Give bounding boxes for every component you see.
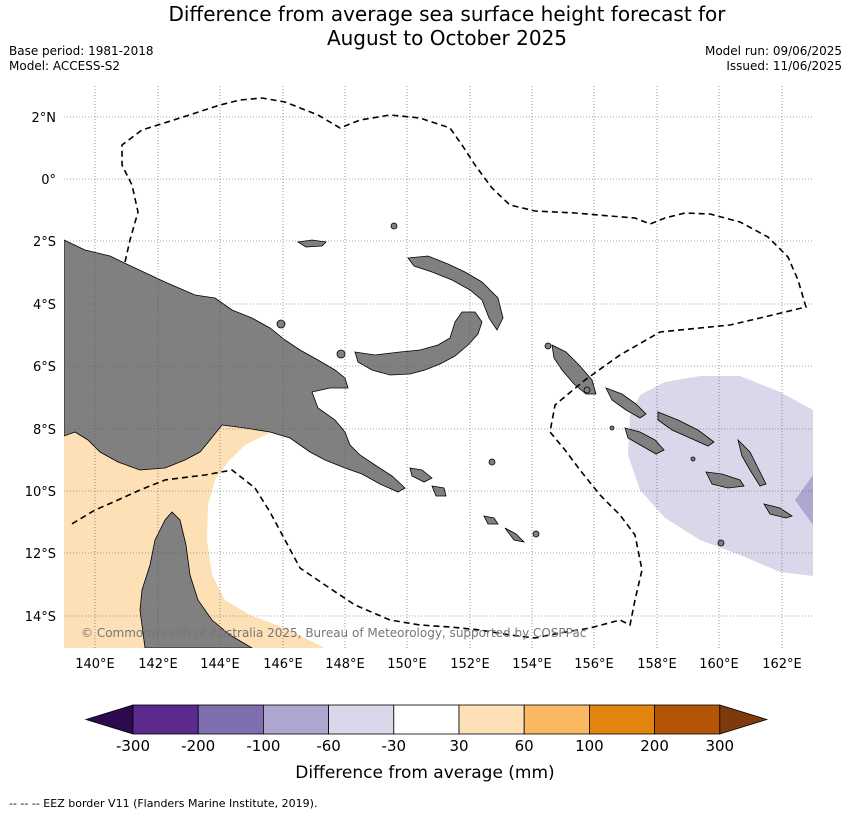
lat-label: 2°S [33, 235, 56, 250]
lon-label: 140°E [75, 657, 115, 672]
land-cape-york [139, 511, 253, 648]
title-line-2: August to October 2025 [326, 26, 568, 50]
lat-label: 6°S [33, 360, 56, 375]
colorbar-tick-label: -60 [316, 737, 341, 755]
colorbar-extend-low [84, 704, 134, 735]
gridlines [64, 86, 813, 648]
lon-label: 150°E [387, 657, 427, 672]
meta-left: Base period: 1981-2018 Model: ACCESS-S2 [9, 44, 154, 74]
colorbar-segment [262, 704, 329, 735]
lon-label: 148°E [325, 657, 365, 672]
colorbar-tick-label: -300 [116, 737, 150, 755]
colorbar-tick-label: -200 [181, 737, 215, 755]
colorbar-tick-label: 100 [575, 737, 604, 755]
latitude-labels: 2°N 0° 2°S 4°S 6°S 8°S 10°S 12°S 14°S [25, 111, 56, 625]
land-bougainville [551, 344, 597, 395]
eez-border [69, 97, 808, 639]
land-dentrecasteaux [409, 467, 433, 483]
colorbar-tick-label: 30 [449, 737, 468, 755]
colorbar-segment [393, 704, 460, 735]
footer-eez-note: -- -- -- EEZ border V11 (Flanders Marine… [9, 797, 318, 810]
map-title: Difference from average sea surface heig… [0, 2, 850, 50]
colorbar-segment [523, 704, 590, 735]
colorbar-tick-label: 300 [705, 737, 734, 755]
lon-label: 156°E [574, 657, 614, 672]
land-rossel [504, 527, 526, 543]
base-period: Base period: 1981-2018 [9, 44, 154, 58]
lon-label: 158°E [637, 657, 677, 672]
strong-negative-anomaly-region [795, 475, 813, 525]
land-new-britain [354, 311, 483, 376]
land-islet [717, 539, 725, 547]
land-solomon-malaita [737, 438, 767, 487]
lat-label: 14°S [25, 610, 56, 625]
land-islet [544, 342, 552, 350]
colorbar-segment [589, 704, 656, 735]
lon-label: 144°E [200, 657, 240, 672]
land-islet [390, 222, 398, 230]
positive-anomaly-region [64, 410, 325, 648]
meta-right: Model run: 09/06/2025 Issued: 11/06/2025 [705, 44, 842, 74]
colorbar-extend-high [719, 704, 769, 735]
title-line-1: Difference from average sea surface heig… [168, 2, 726, 26]
lon-label: 162°E [762, 657, 802, 672]
colorbar: -300 -200 -100 -60 -30 30 60 100 200 300 [84, 704, 769, 755]
model-run: Model run: 09/06/2025 [704, 44, 842, 58]
colorbar-tick-label: 60 [515, 737, 534, 755]
lat-label: 10°S [25, 485, 56, 500]
colorbar-tick-label: -100 [246, 737, 280, 755]
lon-label: 152°E [450, 657, 490, 672]
land-islet [609, 425, 615, 431]
land-islet [532, 530, 540, 538]
land-new-ireland [407, 255, 504, 331]
lon-label: 154°E [512, 657, 552, 672]
lat-label: 8°S [33, 423, 56, 438]
land-solomon-choiseul [605, 387, 647, 419]
land-islet [488, 458, 496, 466]
colorbar-segment [458, 704, 525, 735]
land-solomon-guadalcanal [705, 471, 745, 489]
colorbar-segment [197, 704, 264, 735]
lon-label: 160°E [699, 657, 739, 672]
land-islet [276, 319, 286, 329]
model-name: Model: ACCESS-S2 [9, 59, 121, 73]
land-islet [336, 349, 346, 359]
land-islet [690, 456, 696, 462]
colorbar-segment [654, 704, 721, 735]
lat-label: 4°S [33, 298, 56, 313]
colorbar-tick-label: -30 [382, 737, 407, 755]
copyright-text: © Commonwealth of Australia 2025, Bureau… [81, 626, 586, 640]
colorbar-tick-label: 200 [640, 737, 669, 755]
issued-date: Issued: 11/06/2025 [726, 59, 842, 73]
land-islet [583, 386, 591, 394]
lon-label: 146°E [263, 657, 303, 672]
map-area [64, 86, 813, 648]
land-louisiade [483, 515, 499, 525]
land-solomon-makira [763, 503, 793, 519]
lat-label: 0° [41, 173, 56, 188]
lat-label: 12°S [25, 547, 56, 562]
lat-label: 2°N [32, 111, 57, 126]
longitude-labels: 140°E 142°E 144°E 146°E 148°E 150°E 152°… [75, 657, 802, 672]
colorbar-segment [132, 704, 199, 735]
colorbar-segment [328, 704, 395, 735]
land-manus [296, 239, 327, 248]
colorbar-title: Difference from average (mm) [295, 763, 554, 783]
lon-label: 142°E [138, 657, 178, 672]
land-solomon-new-georgia [624, 427, 665, 455]
